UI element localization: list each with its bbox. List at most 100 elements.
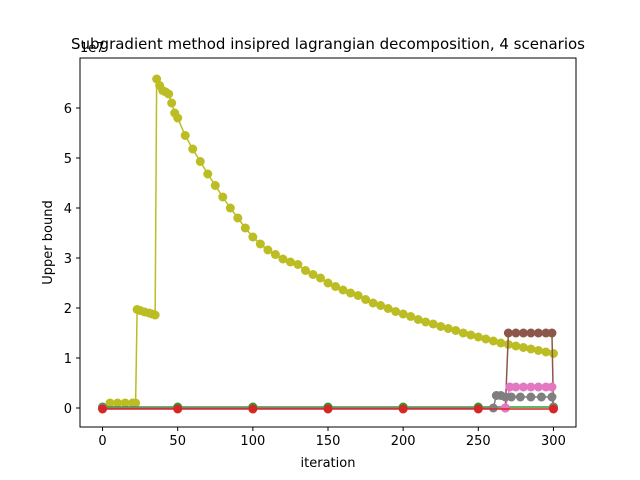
data-point [466, 330, 476, 340]
data-point [293, 260, 303, 269]
data-point [496, 338, 506, 348]
data-point [481, 334, 491, 344]
data-point [113, 398, 123, 408]
data-point [164, 89, 174, 99]
data-point [436, 322, 446, 331]
data-point [421, 317, 431, 327]
data-point [473, 404, 483, 414]
data-point [338, 285, 348, 295]
data-point [203, 169, 213, 179]
plot-area [98, 74, 558, 414]
data-point [398, 404, 408, 414]
data-point [233, 213, 243, 223]
data-point [248, 404, 258, 414]
data-point [533, 382, 543, 392]
data-point [515, 392, 525, 402]
y-axis-title: Upper bound [41, 200, 56, 284]
y-tick-label: 5 [64, 152, 72, 167]
data-point [511, 341, 521, 351]
data-point [398, 309, 408, 319]
data-point [323, 404, 333, 414]
data-point [526, 328, 536, 338]
y-tick-label: 6 [64, 102, 72, 117]
data-point [188, 144, 198, 154]
data-point [105, 398, 115, 408]
data-point [526, 392, 536, 402]
y-tick-label: 2 [64, 302, 72, 317]
data-point [548, 349, 558, 358]
y-tick-label: 3 [64, 252, 72, 267]
data-point [218, 192, 228, 202]
y-offset-label: 1e7 [80, 41, 105, 56]
data-point [180, 131, 190, 140]
series-markers-2 [98, 328, 558, 413]
data-point [150, 310, 160, 320]
x-tick-label: 150 [316, 434, 341, 449]
y-tick-label: 1 [64, 352, 72, 367]
data-point [547, 328, 557, 338]
data-point [376, 301, 386, 310]
data-point [323, 278, 333, 288]
series-markers-5 [98, 404, 558, 414]
data-point [413, 315, 423, 324]
x-tick-label: 300 [541, 434, 566, 449]
data-point [503, 328, 513, 338]
data-point [167, 98, 177, 108]
chart-title: Subgradient method insipred lagrangian d… [71, 35, 585, 53]
data-point [331, 282, 341, 291]
data-point [315, 273, 325, 283]
data-point [473, 332, 483, 342]
data-point [368, 298, 378, 308]
data-point [547, 392, 557, 402]
data-point [541, 347, 551, 357]
data-point [443, 324, 453, 333]
data-point [131, 398, 141, 408]
data-point [308, 270, 318, 279]
data-point [383, 304, 393, 313]
data-point [285, 257, 295, 267]
data-point [225, 203, 235, 213]
data-point [451, 326, 461, 335]
data-point [391, 307, 401, 316]
data-point [406, 312, 416, 321]
y-tick-label: 0 [64, 402, 72, 417]
x-tick-label: 200 [391, 434, 416, 449]
data-point [173, 113, 183, 123]
x-tick-label: 0 [98, 434, 106, 449]
series-markers-0 [98, 74, 558, 413]
y-tick-label: 4 [64, 202, 72, 217]
data-point [518, 343, 528, 352]
data-point [353, 291, 363, 300]
data-point [120, 398, 130, 408]
x-tick-label: 100 [240, 434, 265, 449]
data-point [263, 245, 273, 255]
data-point [533, 346, 543, 355]
data-point [533, 328, 543, 338]
x-tick-label: 50 [169, 434, 186, 449]
data-point [536, 392, 546, 402]
data-point [98, 404, 108, 414]
data-point [361, 295, 371, 304]
data-point [300, 266, 310, 275]
data-point [500, 403, 510, 413]
data-point [548, 404, 558, 414]
data-point [488, 403, 498, 413]
data-point [195, 157, 205, 166]
x-tick-label: 250 [466, 434, 491, 449]
data-point [210, 181, 220, 190]
data-point [346, 288, 356, 298]
data-point [526, 382, 536, 392]
data-point [518, 382, 528, 392]
data-point [240, 223, 250, 233]
data-point [506, 392, 516, 402]
data-point [255, 239, 265, 249]
data-point [511, 328, 521, 338]
ticks: 0 50 100 150 200 250 300 0 1 2 3 4 5 6 [64, 102, 566, 449]
data-point [248, 232, 258, 242]
data-point [270, 250, 280, 259]
data-point [511, 382, 521, 392]
data-point [526, 344, 536, 354]
data-point [518, 328, 528, 338]
data-point [173, 404, 183, 414]
